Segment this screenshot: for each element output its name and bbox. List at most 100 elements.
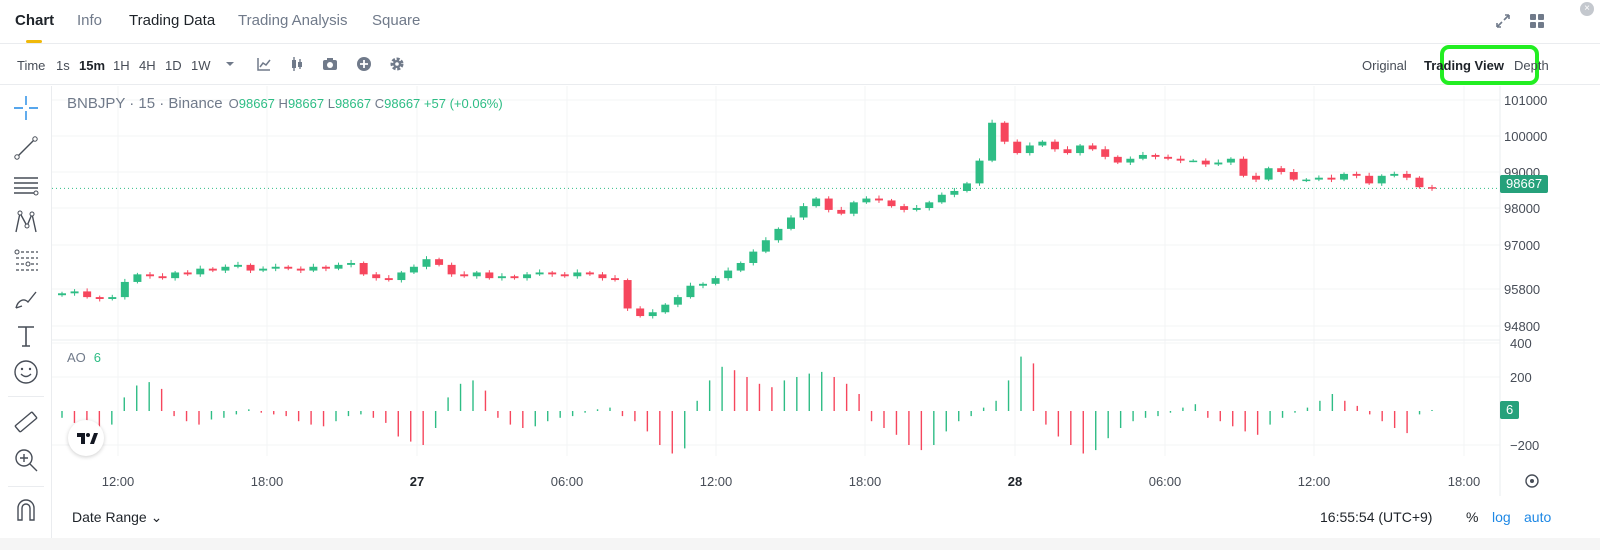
candle bbox=[661, 304, 670, 313]
tradingview-logo[interactable] bbox=[68, 420, 104, 456]
candle bbox=[761, 240, 770, 252]
candle bbox=[1390, 173, 1399, 176]
view-trading-view[interactable]: Trading View bbox=[1424, 58, 1504, 73]
close-icon[interactable]: × bbox=[1580, 2, 1594, 16]
chevron-down-icon[interactable] bbox=[222, 56, 238, 72]
candle bbox=[1402, 173, 1411, 178]
candle-type-icon[interactable] bbox=[289, 56, 305, 72]
candle bbox=[133, 274, 142, 282]
zoom-in-icon[interactable] bbox=[12, 446, 40, 474]
tab-info[interactable]: Info bbox=[77, 12, 103, 29]
last-price-tag: 98667 bbox=[1500, 175, 1549, 193]
add-icon[interactable] bbox=[356, 56, 372, 72]
candle bbox=[837, 209, 846, 214]
candle bbox=[573, 272, 582, 277]
emoji-icon[interactable] bbox=[12, 358, 40, 386]
layout-grid-icon[interactable] bbox=[1528, 12, 1546, 30]
candle bbox=[1214, 162, 1223, 165]
interval-15m[interactable]: 15m bbox=[79, 58, 106, 73]
candle bbox=[435, 259, 444, 265]
interval-1w[interactable]: 1W bbox=[191, 58, 211, 73]
drawing-toolbar bbox=[0, 86, 52, 550]
interval-time[interactable]: Time bbox=[17, 58, 46, 73]
candle bbox=[799, 206, 808, 218]
toolbar-divider bbox=[8, 486, 44, 487]
view-depth[interactable]: Depth bbox=[1514, 58, 1549, 73]
ruler-icon[interactable] bbox=[12, 408, 40, 436]
camera-icon[interactable] bbox=[322, 56, 338, 72]
chart-grid bbox=[52, 86, 1500, 456]
candle bbox=[1025, 145, 1034, 154]
candle bbox=[460, 274, 469, 277]
brush-icon[interactable] bbox=[12, 284, 40, 312]
horizontal-lines-icon[interactable] bbox=[12, 172, 40, 200]
pattern-icon[interactable] bbox=[12, 208, 40, 236]
candle bbox=[611, 278, 620, 281]
tab-square[interactable]: Square bbox=[372, 12, 421, 29]
log-toggle[interactable]: log bbox=[1492, 509, 1511, 525]
candle bbox=[1252, 175, 1261, 180]
candle bbox=[171, 272, 180, 279]
candle bbox=[472, 272, 481, 277]
clock: 16:55:54 (UTC+9) bbox=[1320, 509, 1433, 525]
magnet-icon[interactable] bbox=[12, 496, 40, 524]
candle bbox=[699, 283, 708, 286]
candle bbox=[849, 202, 858, 214]
candle bbox=[950, 190, 959, 195]
candle bbox=[988, 122, 997, 161]
crosshair-icon[interactable] bbox=[12, 94, 40, 122]
candle bbox=[1226, 158, 1235, 163]
tab-trading-analysis[interactable]: Trading Analysis bbox=[238, 12, 348, 29]
candle bbox=[887, 200, 896, 207]
trend-line-icon[interactable] bbox=[12, 134, 40, 162]
candle bbox=[1239, 158, 1248, 176]
tab-chart[interactable]: Chart bbox=[15, 12, 55, 29]
candle bbox=[1013, 141, 1022, 154]
candle bbox=[309, 266, 318, 271]
time-tick-label: 27 bbox=[410, 474, 424, 489]
candle bbox=[510, 276, 519, 279]
time-tick-label: 12:00 bbox=[700, 474, 733, 489]
ao-histogram bbox=[61, 356, 1433, 454]
candle bbox=[673, 297, 682, 305]
percent-toggle[interactable]: % bbox=[1466, 509, 1479, 525]
candle bbox=[485, 272, 494, 279]
candle bbox=[296, 268, 305, 271]
view-original[interactable]: Original bbox=[1362, 58, 1407, 73]
interval-4h[interactable]: 4H bbox=[139, 58, 156, 73]
candle bbox=[1377, 175, 1386, 184]
candle bbox=[1277, 168, 1286, 173]
candle bbox=[1050, 141, 1059, 150]
candle bbox=[900, 206, 909, 210]
candle bbox=[409, 266, 418, 273]
tab-trading-data[interactable]: Trading Data bbox=[129, 12, 216, 29]
candle bbox=[585, 272, 594, 275]
candle bbox=[372, 274, 381, 279]
candle bbox=[862, 198, 871, 203]
toolbar-divider bbox=[8, 396, 44, 397]
interval-1h[interactable]: 1H bbox=[113, 58, 130, 73]
candle bbox=[1151, 154, 1160, 157]
candle bbox=[233, 264, 242, 267]
highlight-box bbox=[1440, 45, 1539, 85]
expand-icon[interactable] bbox=[1494, 12, 1512, 30]
bottom-edge bbox=[0, 538, 1600, 550]
fib-icon[interactable] bbox=[12, 246, 40, 274]
indicator-icon[interactable] bbox=[256, 56, 272, 72]
candle bbox=[359, 262, 368, 275]
candle bbox=[347, 262, 356, 265]
auto-toggle[interactable]: auto bbox=[1524, 509, 1552, 525]
candle bbox=[95, 297, 104, 299]
interval-1s[interactable]: 1s bbox=[56, 58, 70, 73]
date-range-button[interactable]: Date Range ⌄ bbox=[72, 509, 163, 525]
candle bbox=[1340, 173, 1349, 180]
candle bbox=[1189, 160, 1198, 163]
time-tick-label: 12:00 bbox=[1298, 474, 1331, 489]
interval-1d[interactable]: 1D bbox=[165, 58, 182, 73]
candle bbox=[636, 308, 645, 317]
time-axis-settings-icon bbox=[1525, 474, 1539, 488]
price-tick-label: 97000 bbox=[1504, 238, 1540, 253]
text-icon[interactable] bbox=[12, 322, 40, 350]
settings-icon[interactable] bbox=[389, 56, 405, 72]
